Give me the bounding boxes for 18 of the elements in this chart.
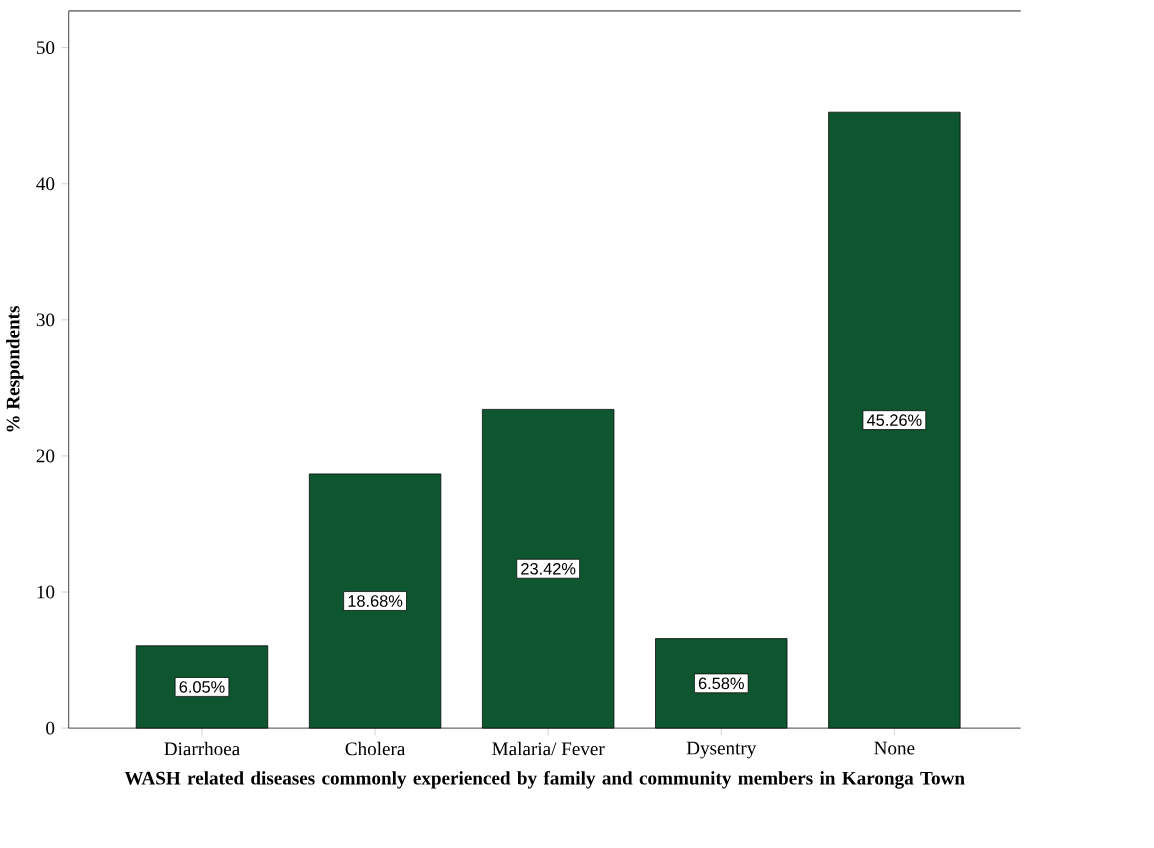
y-axis-title: % Respondents [6, 305, 24, 432]
y-tick-label: 40 [36, 177, 55, 191]
data-label: 23.42% [521, 562, 576, 575]
y-tick-label: 0 [46, 721, 55, 735]
y-tick-label: 30 [36, 313, 55, 327]
x-tick-label: Cholera [345, 741, 406, 756]
y-tick-label: 20 [36, 449, 55, 463]
x-axis-title: WASH related diseases commonly experienced by family and community members in Karonga Town [124, 770, 965, 789]
y-tick-label: 50 [37, 41, 55, 54]
y-tick-label: 10 [37, 585, 55, 599]
x-tick-label: Dysentry [686, 741, 757, 759]
data-label: 6.05% [179, 681, 225, 693]
data-label: 6.58% [698, 677, 744, 690]
data-label: 45.26% [866, 414, 922, 426]
x-tick-label: Diarrhoea [164, 741, 240, 756]
x-tick-label: None [874, 741, 915, 755]
data-label: 18.68% [348, 595, 403, 607]
x-tick-label: Malaria/ Fever [492, 741, 605, 756]
